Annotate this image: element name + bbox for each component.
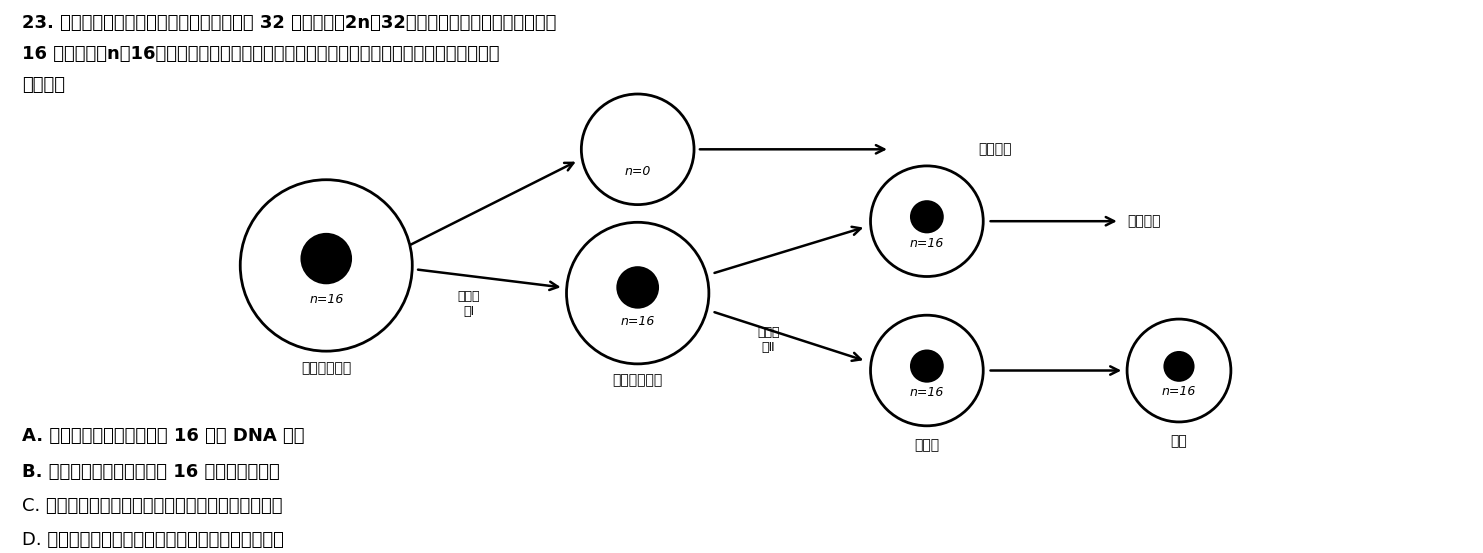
Text: 精细胞: 精细胞 <box>915 438 939 452</box>
Text: n=16: n=16 <box>308 293 344 306</box>
Text: n=16: n=16 <box>1161 384 1197 398</box>
Text: 减数分
裂Ⅰ: 减数分 裂Ⅰ <box>457 290 480 318</box>
Text: n=0: n=0 <box>624 165 651 178</box>
Text: n=16: n=16 <box>620 315 655 328</box>
Text: 精子: 精子 <box>1170 434 1188 448</box>
Text: n=16: n=16 <box>909 237 945 250</box>
Text: 次级精母细胞: 次级精母细胞 <box>612 373 663 388</box>
Text: 退化消失: 退化消失 <box>1127 214 1161 228</box>
Text: D. 若不考虑突变，一只雄蜂只能产生一种类型的精子: D. 若不考虑突变，一只雄蜂只能产生一种类型的精子 <box>22 531 285 549</box>
Ellipse shape <box>871 315 983 426</box>
Text: 减数分
裂Ⅱ: 减数分 裂Ⅱ <box>756 326 780 354</box>
Ellipse shape <box>240 180 412 351</box>
Ellipse shape <box>911 200 943 233</box>
Ellipse shape <box>871 166 983 276</box>
Text: B. 蜜蜂的一个染色体组含有 16 条非同源染色体: B. 蜜蜂的一个染色体组含有 16 条非同源染色体 <box>22 463 280 481</box>
Text: 23. 蜜蜂中工蜂和蜂王是二倍体，体细胞含有 32 条染色体（2n＝32）；雄蜂是单倍体，体细胞含有: 23. 蜜蜂中工蜂和蜂王是二倍体，体细胞含有 32 条染色体（2n＝32）；雄蜂… <box>22 14 556 32</box>
Text: 错误的是: 错误的是 <box>22 76 65 95</box>
Ellipse shape <box>1127 319 1231 422</box>
Text: 初级精母细胞: 初级精母细胞 <box>301 361 351 375</box>
Ellipse shape <box>581 94 694 205</box>
Text: 退化消失: 退化消失 <box>979 142 1013 156</box>
Text: 16 条染色体（n＝16），雄蜂可通过一种特殊的减数分裂方式形成精子，如图所示。下列说法: 16 条染色体（n＝16），雄蜂可通过一种特殊的减数分裂方式形成精子，如图所示。… <box>22 45 500 64</box>
Ellipse shape <box>911 349 943 383</box>
Ellipse shape <box>1164 351 1195 382</box>
Ellipse shape <box>301 233 351 284</box>
Text: n=16: n=16 <box>909 386 945 399</box>
Ellipse shape <box>617 266 658 309</box>
Text: C. 在精子形成过程中，着丝粒会发生一分为二的现象: C. 在精子形成过程中，着丝粒会发生一分为二的现象 <box>22 497 283 515</box>
Text: A. 一个初级精母细胞中含有 16 个核 DNA 分子: A. 一个初级精母细胞中含有 16 个核 DNA 分子 <box>22 427 304 445</box>
Ellipse shape <box>567 222 709 364</box>
